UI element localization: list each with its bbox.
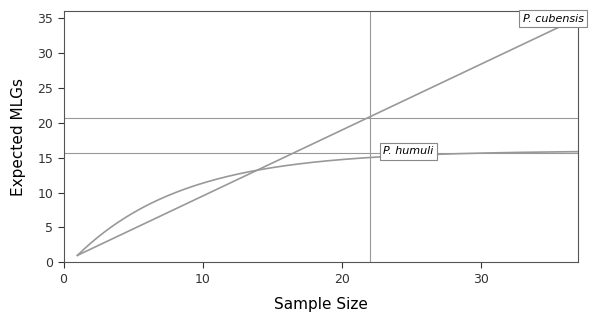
Text: P. cubensis: P. cubensis (523, 14, 584, 24)
X-axis label: Sample Size: Sample Size (274, 297, 368, 312)
Y-axis label: Expected MLGs: Expected MLGs (11, 78, 26, 196)
Text: P. humuli: P. humuli (383, 146, 434, 156)
